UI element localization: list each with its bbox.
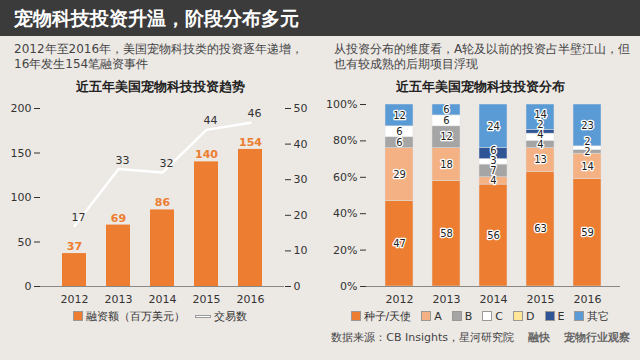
html-text:融资额（百万美元）: 融资额（百万美元） (86, 309, 185, 323)
html-text:数据来源：CB Insights，星河研究院: 数据来源：CB Insights，星河研究院 (331, 330, 514, 344)
svg-text:2012: 2012 (386, 293, 414, 306)
svg-text:6: 6 (443, 104, 449, 115)
svg-text:4: 4 (537, 129, 543, 140)
svg-text:12: 12 (393, 110, 406, 121)
svg-text:37: 37 (67, 240, 82, 253)
html-text:从投资分布的维度看，A轮及以前的投资占半壁江山，但也有较成熟: 从投资分布的维度看，A轮及以前的投资占半壁江山，但也有较成熟的后期项目浮现 (334, 42, 631, 71)
svg-text:24: 24 (487, 121, 500, 132)
svg-text:18: 18 (440, 159, 453, 170)
svg-text:2014: 2014 (480, 293, 508, 306)
svg-text:14: 14 (581, 161, 594, 172)
html-text:其它: 其它 (587, 309, 610, 323)
svg-text:32: 32 (160, 157, 174, 170)
svg-text:0: 0 (25, 280, 32, 293)
svg-text:2015: 2015 (527, 293, 555, 306)
html-text:宠物科技投资升温，阶段分布多元: 宠物科技投资升温，阶段分布多元 (14, 7, 299, 29)
html-text:种子/天使: 种子/天使 (363, 309, 412, 323)
html-text:宠物行业观察: 宠物行业观察 (564, 330, 630, 344)
svg-text:20: 20 (294, 209, 308, 222)
svg-text:100: 100 (11, 191, 32, 204)
svg-text:46: 46 (248, 107, 262, 120)
svg-text:63: 63 (534, 223, 547, 234)
svg-text:12: 12 (440, 131, 453, 142)
svg-text:20%: 20% (333, 244, 357, 257)
svg-text:33: 33 (116, 154, 130, 167)
svg-text:47: 47 (393, 238, 406, 249)
svg-text:0%: 0% (340, 280, 357, 293)
svg-text:56: 56 (487, 230, 500, 241)
svg-text:30: 30 (294, 173, 308, 186)
svg-text:44: 44 (204, 114, 218, 127)
svg-text:3: 3 (490, 155, 496, 166)
svg-text:13: 13 (534, 154, 547, 165)
svg-text:58: 58 (440, 228, 453, 239)
svg-text:2013: 2013 (433, 293, 461, 306)
html-text:2012年至2016年，美国宠物科技类的投资逐年递增，16年: 2012年至2016年，美国宠物科技类的投资逐年递增，16年发生154笔融资事件 (14, 42, 304, 71)
svg-text:6: 6 (443, 115, 449, 126)
svg-text:2: 2 (584, 146, 590, 157)
svg-text:6: 6 (490, 145, 496, 156)
html-text:近五年美国宠物科技投资趋势: 近五年美国宠物科技投资趋势 (75, 79, 245, 94)
html-text:A: A (434, 309, 442, 323)
svg-text:29: 29 (393, 169, 406, 180)
svg-text:100%: 100% (326, 98, 357, 111)
svg-text:4: 4 (537, 139, 543, 150)
svg-text:23: 23 (581, 120, 594, 131)
svg-text:6: 6 (396, 126, 402, 137)
svg-text:6: 6 (396, 137, 402, 148)
html-text:D: D (526, 309, 535, 323)
svg-text:2015: 2015 (193, 293, 221, 306)
svg-text:80%: 80% (333, 134, 357, 147)
html-text:近五年美国宠物科技投资分布: 近五年美国宠物科技投资分布 (395, 79, 565, 94)
svg-text:2014: 2014 (149, 293, 177, 306)
svg-text:150: 150 (11, 147, 32, 160)
svg-text:140: 140 (195, 148, 218, 161)
svg-text:2016: 2016 (237, 293, 265, 306)
svg-text:154: 154 (239, 136, 262, 149)
svg-text:50: 50 (294, 102, 308, 115)
svg-text:0: 0 (294, 280, 301, 293)
svg-text:69: 69 (111, 212, 126, 225)
svg-text:200: 200 (11, 102, 32, 115)
svg-text:2: 2 (584, 136, 590, 147)
svg-text:7: 7 (490, 165, 496, 176)
html-text:交易数: 交易数 (214, 309, 247, 323)
svg-text:50: 50 (18, 236, 32, 249)
svg-text:40%: 40% (333, 207, 357, 220)
html-text:融快: 融快 (528, 330, 550, 344)
html-text:B: B (464, 309, 473, 323)
svg-text:2013: 2013 (105, 293, 133, 306)
svg-text:2012: 2012 (61, 293, 89, 306)
svg-text:2016: 2016 (574, 293, 602, 306)
svg-text:60%: 60% (333, 171, 357, 184)
svg-text:10: 10 (294, 244, 308, 257)
html-text:E: E (557, 309, 565, 323)
html-text:C: C (495, 309, 503, 323)
svg-text:86: 86 (155, 196, 171, 209)
svg-text:2: 2 (537, 119, 543, 130)
svg-text:4: 4 (490, 175, 496, 186)
svg-text:17: 17 (72, 211, 86, 224)
svg-text:59: 59 (581, 227, 594, 238)
svg-text:14: 14 (534, 109, 547, 120)
svg-text:40: 40 (294, 138, 308, 151)
